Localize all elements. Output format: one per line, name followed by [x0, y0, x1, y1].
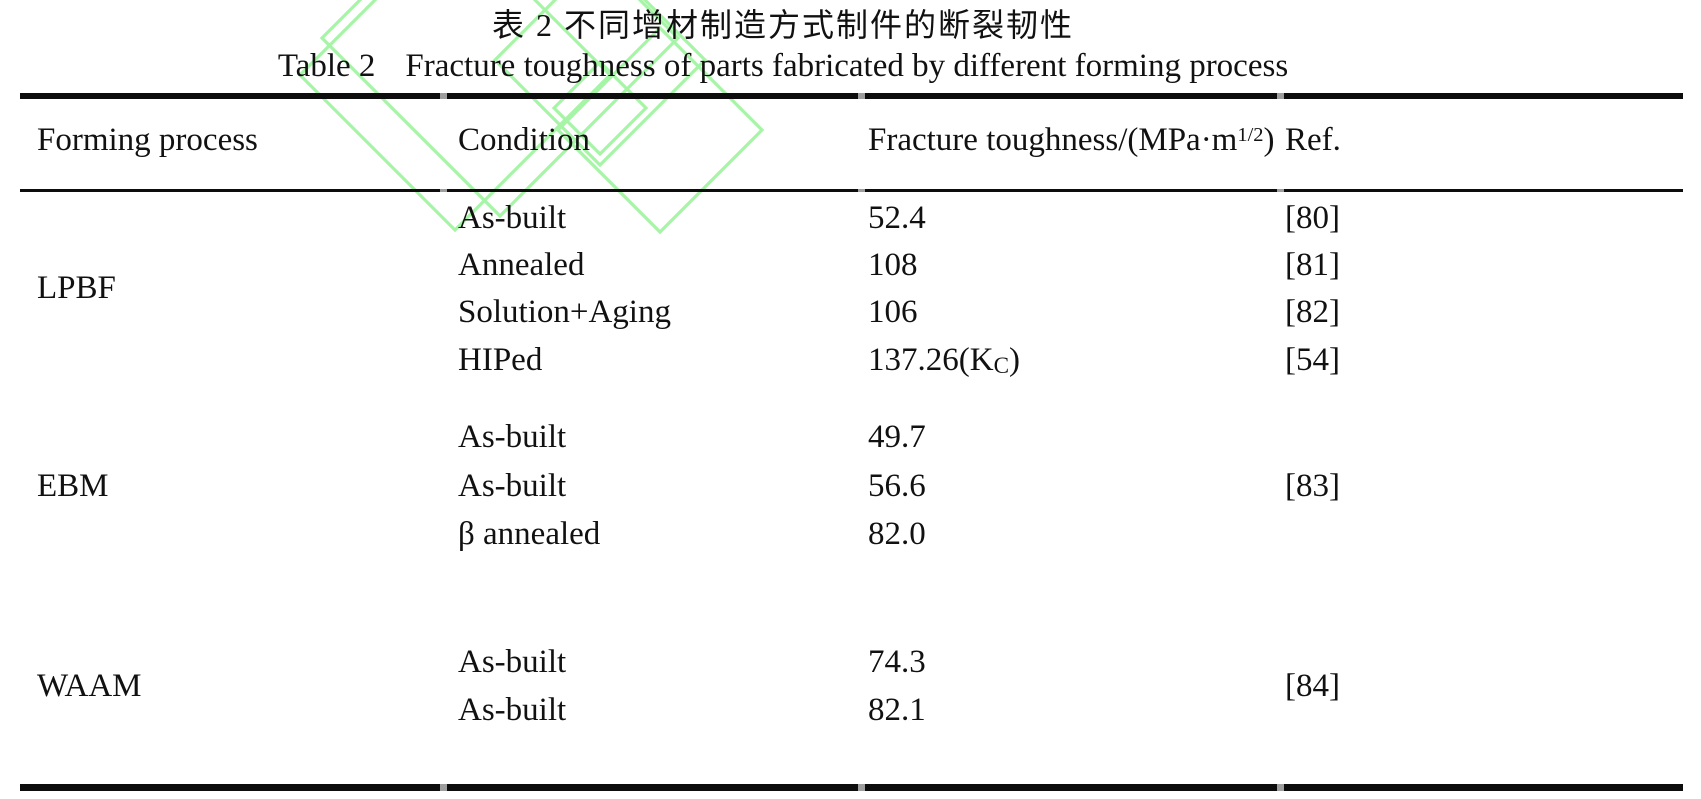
- header-forming-process: Forming process: [37, 122, 258, 158]
- column-divider-notch: [440, 189, 447, 192]
- condition-cell: As-built: [458, 692, 567, 728]
- column-divider-notch: [1277, 189, 1284, 192]
- column-divider-notch: [440, 93, 447, 99]
- condition-cell: As-built: [458, 468, 567, 504]
- condition-cell: As-built: [458, 644, 567, 680]
- header-toughness-base: Fracture toughness/(MPa·m: [868, 122, 1238, 158]
- value-cell: 106: [868, 294, 918, 330]
- column-divider-notch: [1277, 93, 1284, 99]
- table-title-chinese: 表 2 不同增材制造方式制件的断裂韧性: [491, 7, 1074, 43]
- header-condition: Condition: [458, 122, 591, 158]
- process-label-ebm: EBM: [37, 468, 109, 504]
- value-base: 137.26(K: [868, 342, 994, 378]
- ref-cell: [80]: [1285, 200, 1340, 236]
- ref-cell: [83]: [1285, 468, 1340, 504]
- condition-cell: Annealed: [458, 247, 585, 283]
- header-toughness-superscript: 1/2: [1237, 123, 1264, 146]
- column-divider-notch: [858, 189, 865, 192]
- value-cell: 49.7: [868, 419, 926, 455]
- value-close: ): [1008, 342, 1020, 378]
- column-divider-notch: [1277, 784, 1284, 791]
- condition-cell: Solution+Aging: [458, 294, 671, 330]
- condition-cell: HIPed: [458, 342, 543, 378]
- condition-cell: As-built: [458, 419, 567, 455]
- condition-cell: β annealed: [458, 516, 601, 552]
- value-cell: 56.6: [868, 468, 926, 504]
- table-title-text: Fracture toughness of parts fabricated b…: [405, 48, 1289, 84]
- ref-cell: [54]: [1285, 342, 1340, 378]
- process-label-waam: WAAM: [37, 668, 142, 704]
- table-bottom-rule: [20, 784, 1683, 791]
- header-ref: Ref.: [1285, 122, 1341, 158]
- column-divider-notch: [858, 93, 865, 99]
- value-cell: 74.3: [868, 644, 926, 680]
- header-toughness-close: ): [1263, 122, 1275, 158]
- condition-cell: As-built: [458, 200, 567, 236]
- table-top-rule: [20, 93, 1683, 99]
- process-label-lpbf: LPBF: [37, 270, 116, 306]
- ref-cell: [81]: [1285, 247, 1340, 283]
- header-fracture-toughness: Fracture toughness/(MPa·m1/2): [868, 121, 1274, 159]
- value-cell: 137.26(KC): [868, 341, 1020, 379]
- value-cell: 108: [868, 247, 918, 283]
- column-divider-notch: [858, 784, 865, 791]
- value-subscript: C: [993, 351, 1009, 378]
- ref-cell: [82]: [1285, 294, 1340, 330]
- value-cell: 82.0: [868, 516, 926, 552]
- value-cell: 52.4: [868, 200, 926, 236]
- table-title-english: Table 2 Fracture toughness of parts fabri…: [0, 46, 1566, 86]
- value-cell: 82.1: [868, 692, 926, 728]
- ref-cell: [84]: [1285, 668, 1340, 704]
- table-number-label: Table 2: [277, 48, 376, 84]
- column-divider-notch: [440, 784, 447, 791]
- table-header-rule: [20, 189, 1683, 192]
